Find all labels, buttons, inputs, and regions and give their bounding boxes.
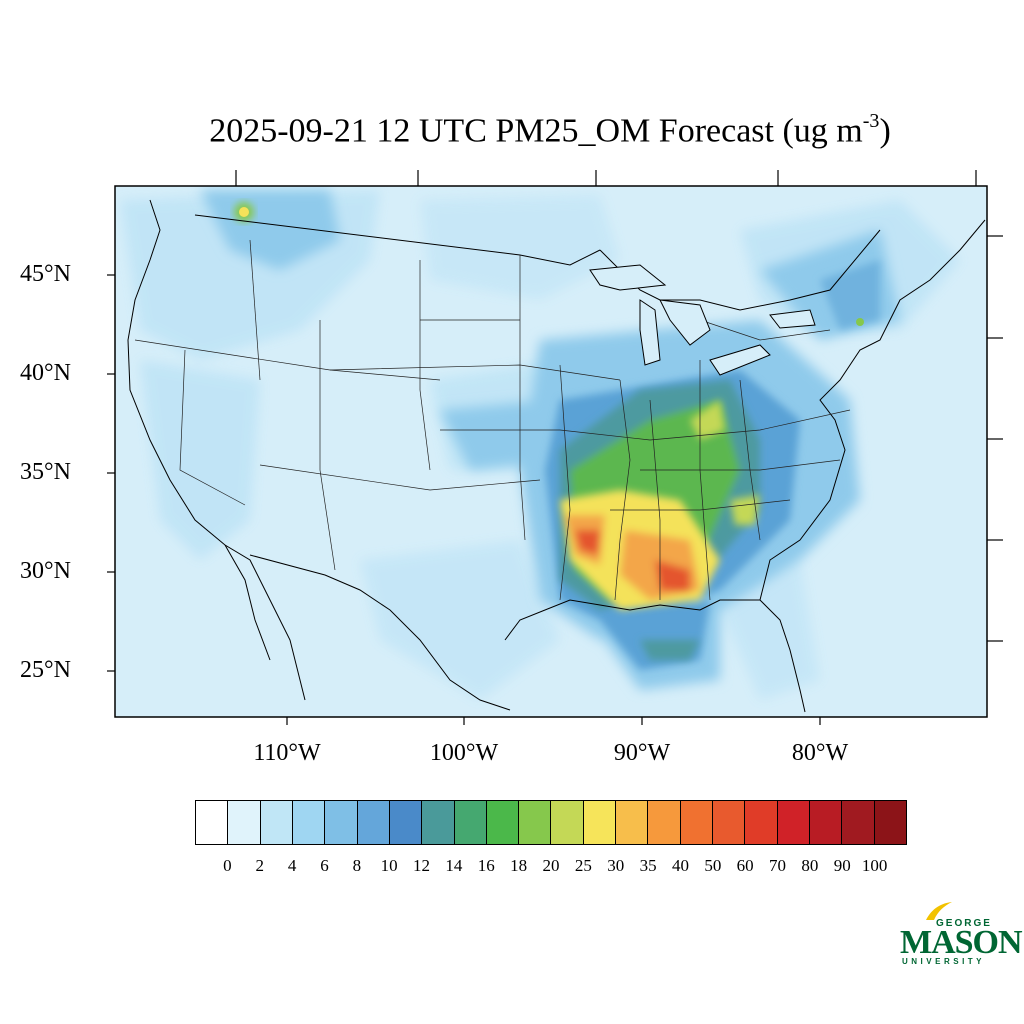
colorbar-cell: [292, 801, 326, 844]
colorbar-cell: [583, 801, 617, 844]
colorbar-cell: [389, 801, 423, 844]
colorbar-cell: [648, 801, 681, 844]
colorbar-cell: [454, 801, 487, 844]
colorbar-cell: [357, 801, 390, 844]
colorbar-tick-label: 60: [736, 856, 754, 875]
george-mason-logo: GEORGE MASON UNIVERSITY: [900, 900, 1023, 970]
axis-ticks: [107, 170, 1003, 725]
colorbar-tick-label: 8: [352, 856, 362, 875]
lon-label-100w: 100°W: [429, 740, 499, 766]
colorbar-cell: [616, 801, 649, 844]
map-title: 2025-09-21 12 UTC PM25_OM Forecast (ug m…: [209, 110, 891, 150]
colorbar-tick-label: 18: [510, 856, 528, 875]
map-frame: [114, 185, 988, 718]
great-lakes: [589, 264, 816, 376]
colorbar-tick-label: 25: [574, 856, 592, 875]
lat-label-45n: 45°N: [20, 261, 71, 287]
country-borders: [127, 199, 986, 713]
colorbar-tick-label: 35: [639, 856, 657, 875]
lat-label-25n: 25°N: [20, 657, 71, 683]
colorbar-tick-label: 14: [445, 856, 463, 875]
colorbar-tick-label: 80: [801, 856, 819, 875]
lat-label-35n: 35°N: [20, 459, 71, 485]
colorbar-tick-label: 20: [542, 856, 560, 875]
colorbar-cell: [842, 801, 875, 844]
colorbar-tick-label: 100: [861, 856, 888, 875]
colorbar-tick-label: 70: [769, 856, 787, 875]
colorbar-tick-label: 30: [607, 856, 625, 875]
colorbar-cell: [325, 801, 358, 844]
logo-main-text: MASON: [900, 924, 1023, 961]
logo-bottom-text: UNIVERSITY: [902, 957, 986, 966]
colorbar-cell: [874, 801, 906, 844]
lon-label-80w: 80°W: [791, 740, 849, 766]
colorbar-cell: [551, 801, 584, 844]
colorbar-cell: [680, 801, 713, 844]
colorbar-cell: [713, 801, 746, 844]
hotspot-northeast: [856, 318, 864, 326]
lat-label-30n: 30°N: [20, 558, 71, 584]
state-borders: [134, 239, 851, 601]
very-high-concentration-field: [560, 400, 760, 610]
colorbar-cell: [196, 801, 229, 844]
colorbar-cell: [745, 801, 778, 844]
colorbar: [195, 800, 907, 845]
colorbar-cell: [260, 801, 293, 844]
colorbar-tick-label: 10: [380, 856, 398, 875]
colorbar-tick-label: 4: [287, 856, 297, 875]
colorbar-tick-label: 12: [413, 856, 431, 875]
lon-label-90w: 90°W: [613, 740, 671, 766]
colorbar-cell: [228, 801, 261, 844]
logo-swoosh-icon: [926, 902, 952, 920]
colorbar-tick-label: 50: [704, 856, 722, 875]
colorbar-cell: [809, 801, 843, 844]
colorbar-tick-label: 40: [671, 856, 689, 875]
colorbar-tick-label: 16: [477, 856, 495, 875]
logo-top-text: GEORGE: [936, 918, 992, 929]
colorbar-cell: [486, 801, 520, 844]
colorbar-cell: [777, 801, 810, 844]
colorbar-tick-label: 6: [320, 856, 329, 875]
colorbar-tick-label: 2: [255, 856, 264, 875]
colorbar-tick-label: 90: [833, 856, 851, 875]
lon-label-110w: 110°W: [253, 740, 321, 766]
lat-label-40n: 40°N: [20, 360, 71, 386]
colorbar-cell: [519, 801, 552, 844]
colorbar-tick-label: 0: [223, 856, 232, 875]
colorbar-cell: [422, 801, 455, 844]
